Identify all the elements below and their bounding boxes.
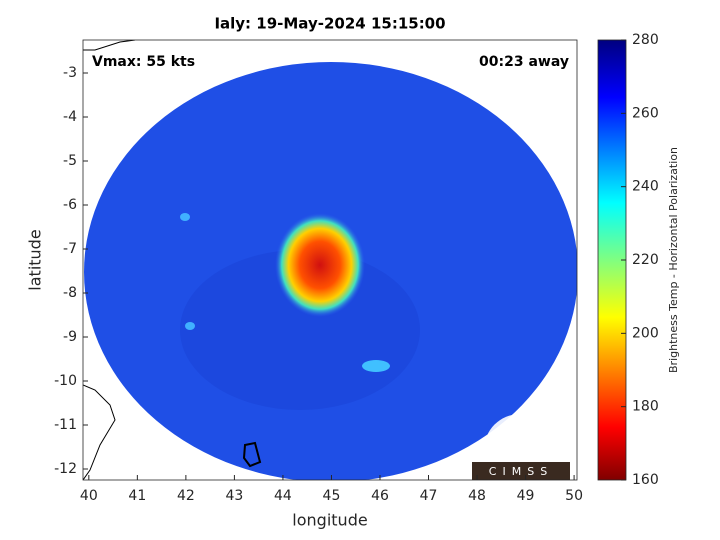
annotation: 00:23 away	[479, 54, 569, 70]
colorbar-tick-label: 180	[632, 399, 659, 415]
y-tick-label: -3	[63, 65, 77, 81]
y-tick-label: -11	[54, 417, 77, 433]
x-tick-label: 47	[420, 488, 438, 504]
y-tick-label: -4	[63, 109, 77, 125]
x-tick-label: 41	[128, 488, 146, 504]
y-tick-label: -5	[63, 153, 77, 169]
logo-text: CIMSS	[489, 465, 553, 478]
x-tick-label: 48	[468, 488, 486, 504]
colorbar-tick-label: 260	[632, 105, 659, 121]
chart-title: Ialy: 19-May-2024 15:15:00	[214, 15, 445, 33]
y-tick-label: -7	[63, 241, 77, 257]
y-tick-label: -9	[63, 329, 77, 345]
x-tick-label: 49	[517, 488, 535, 504]
satellite-image	[83, 40, 577, 480]
x-tick-label: 40	[80, 488, 98, 504]
x-axis-label: longitude	[292, 511, 367, 530]
x-tick-label: 42	[177, 488, 195, 504]
x-tick-label: 46	[371, 488, 389, 504]
x-tick-label: 50	[565, 488, 583, 504]
x-tick-label: 45	[323, 488, 341, 504]
y-axis-label: latitude	[26, 229, 45, 290]
y-tick-label: -12	[54, 461, 77, 477]
y-tick-label: -8	[63, 285, 77, 301]
colorbar-tick-label: 240	[632, 179, 659, 195]
x-tick-label: 43	[225, 488, 243, 504]
annotation: Vmax: 55 kts	[92, 54, 195, 70]
axes-box	[82, 39, 578, 481]
y-tick-label: -6	[63, 197, 77, 213]
x-tick-label: 44	[274, 488, 292, 504]
colorbar-label: Brightness Temp - Horizontal Polarizatio…	[667, 147, 680, 373]
colorbar-tick-label: 160	[632, 472, 659, 488]
logo: CIMSS	[472, 414, 570, 486]
colorbar-tick-label: 220	[632, 252, 659, 268]
colorbar-tick-label: 280	[632, 32, 659, 48]
colorbar-tick-label: 200	[632, 325, 659, 341]
y-tick-label: -10	[54, 373, 77, 389]
